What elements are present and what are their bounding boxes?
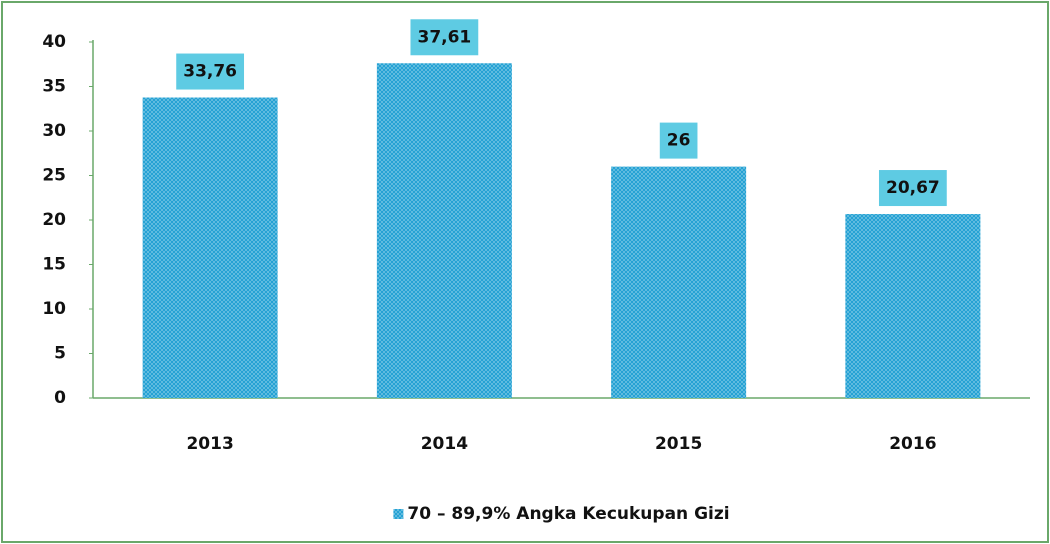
bar	[845, 214, 981, 398]
value-label: 20,67	[886, 178, 940, 198]
y-tick-label: 10	[42, 299, 66, 319]
value-label: 37,61	[417, 27, 471, 47]
y-tick-label: 20	[42, 210, 66, 230]
x-tick-label: 2013	[186, 434, 233, 454]
y-tick-label: 0	[54, 388, 66, 408]
bar	[376, 63, 512, 399]
y-tick-label: 35	[42, 77, 66, 97]
value-label-box	[659, 122, 698, 159]
y-tick-label: 25	[42, 166, 66, 186]
x-tick-label: 2014	[421, 434, 468, 454]
x-tick-label: 2016	[889, 434, 936, 454]
value-label: 33,76	[183, 62, 237, 82]
value-label-box	[878, 170, 947, 207]
y-tick-label: 15	[42, 255, 66, 275]
value-label: 26	[667, 131, 691, 151]
x-tick-label: 2015	[655, 434, 702, 454]
y-tick-label: 40	[42, 32, 66, 52]
legend-label: 70 – 89,9% Angka Kecukupan Gizi	[407, 504, 729, 524]
value-label-box	[176, 53, 245, 90]
bar	[142, 97, 278, 398]
bar	[611, 166, 747, 398]
value-label-box	[410, 19, 479, 56]
legend-swatch	[393, 509, 404, 519]
y-tick-label: 5	[54, 344, 66, 364]
y-tick-label: 30	[42, 121, 66, 141]
